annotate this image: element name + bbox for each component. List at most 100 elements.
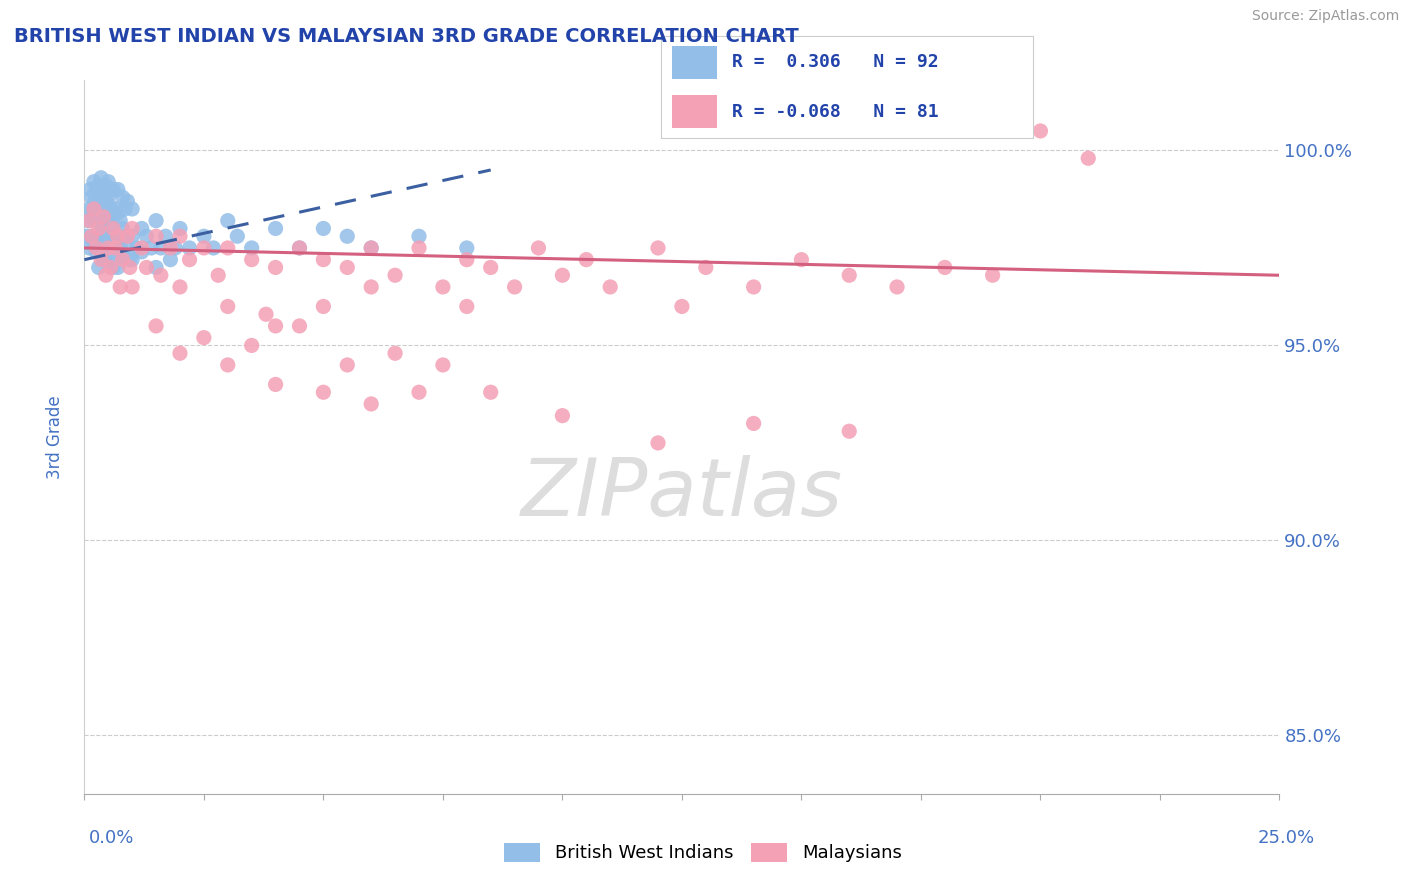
Point (87, 202, 110, 216)
Text: ZIPatlas: ZIPatlas (520, 455, 844, 533)
Point (96, 229, 118, 244)
Point (408, 241, 430, 255)
Point (336, 229, 359, 244)
Point (83, 194, 105, 209)
Point (111, 252, 134, 267)
Y-axis label: 3rd Grade: 3rd Grade (45, 395, 63, 479)
Point (456, 252, 478, 267)
Point (131, 241, 153, 255)
Point (101, 260, 124, 275)
Point (886, 280, 908, 294)
Point (312, 300, 335, 314)
Point (86, 244, 108, 259)
Point (91, 221, 114, 235)
Point (94, 241, 117, 255)
Point (408, 385, 430, 400)
Point (179, 252, 201, 267)
Point (135, 229, 157, 244)
Point (551, 268, 574, 283)
Point (384, 346, 406, 360)
Point (159, 252, 181, 267)
Point (503, 280, 526, 294)
Point (94, 268, 117, 283)
Point (193, 241, 215, 255)
Point (104, 202, 127, 216)
Point (131, 221, 153, 235)
Text: Source: ZipAtlas.com: Source: ZipAtlas.com (1251, 9, 1399, 23)
Point (479, 385, 502, 400)
Point (117, 241, 139, 255)
Point (226, 229, 249, 244)
Point (110, 213, 132, 227)
Point (97, 241, 120, 255)
Point (360, 241, 382, 255)
Point (90, 198, 112, 212)
Text: R =  0.306   N = 92: R = 0.306 N = 92 (731, 54, 938, 71)
Point (93, 229, 115, 244)
Point (1029, 124, 1052, 138)
Text: BRITISH WEST INDIAN VS MALAYSIAN 3RD GRADE CORRELATION CHART: BRITISH WEST INDIAN VS MALAYSIAN 3RD GRA… (14, 27, 799, 45)
Point (107, 182, 129, 196)
Point (202, 241, 225, 255)
Point (110, 241, 132, 255)
FancyBboxPatch shape (672, 95, 717, 128)
Point (90, 252, 112, 267)
Point (432, 358, 454, 372)
Text: 0.0%: 0.0% (89, 830, 134, 847)
Point (193, 331, 215, 345)
Point (169, 280, 191, 294)
Point (1077, 151, 1099, 165)
Point (76, 229, 98, 244)
Point (110, 280, 132, 294)
Point (575, 252, 598, 267)
Point (264, 377, 287, 392)
Text: R = -0.068   N = 81: R = -0.068 N = 81 (731, 103, 938, 120)
Point (121, 280, 143, 294)
Point (131, 244, 153, 259)
Point (838, 424, 860, 438)
Point (100, 218, 122, 232)
Point (360, 241, 382, 255)
Point (264, 318, 287, 333)
Point (217, 241, 239, 255)
Point (87, 260, 110, 275)
Point (98, 198, 121, 212)
Point (104, 229, 127, 244)
Point (87, 221, 110, 235)
Legend: British West Indians, Malaysians: British West Indians, Malaysians (496, 836, 910, 870)
Point (384, 268, 406, 283)
Point (86, 182, 108, 196)
Point (217, 213, 239, 227)
Point (97, 229, 120, 244)
Point (97, 175, 120, 189)
Point (77, 202, 100, 216)
Point (101, 210, 124, 224)
Point (101, 182, 124, 196)
Point (118, 252, 141, 267)
Point (149, 268, 172, 283)
Point (742, 280, 765, 294)
Point (93, 202, 115, 216)
Point (312, 385, 335, 400)
Point (80, 190, 103, 204)
Point (647, 241, 669, 255)
Point (264, 260, 287, 275)
Point (107, 206, 129, 220)
Point (100, 186, 122, 201)
Point (77, 241, 100, 255)
Point (97, 256, 120, 270)
Point (240, 252, 263, 267)
FancyBboxPatch shape (672, 46, 717, 78)
Point (101, 221, 124, 235)
Point (240, 241, 263, 255)
Point (77, 213, 100, 227)
Point (838, 268, 860, 283)
Point (360, 397, 382, 411)
Point (117, 194, 139, 209)
Point (155, 229, 177, 244)
Point (671, 300, 693, 314)
Point (981, 268, 1004, 283)
Point (83, 202, 105, 216)
Point (934, 260, 956, 275)
Point (80, 229, 103, 244)
